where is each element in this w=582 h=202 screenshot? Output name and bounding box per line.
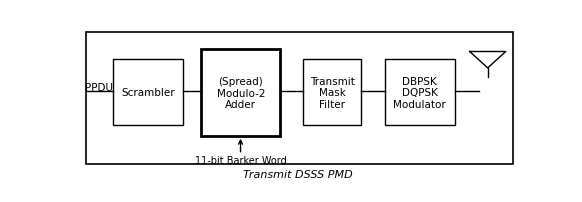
Text: 11-bit Barker Word: 11-bit Barker Word (194, 156, 286, 166)
Text: PPDU: PPDU (86, 82, 113, 92)
Text: Transmit DSSS PMD: Transmit DSSS PMD (243, 169, 353, 179)
Text: (Spread)
Modulo-2
Adder: (Spread) Modulo-2 Adder (217, 77, 265, 109)
Bar (113, 60, 183, 125)
Text: DBPSK
DQPSK
Modulator: DBPSK DQPSK Modulator (393, 76, 446, 109)
Bar (86, 33, 513, 164)
Text: Transmit
Mask
Filter: Transmit Mask Filter (310, 76, 354, 109)
Bar (303, 60, 361, 125)
Bar (385, 60, 455, 125)
Text: Scrambler: Scrambler (122, 88, 175, 98)
Bar (201, 50, 281, 136)
